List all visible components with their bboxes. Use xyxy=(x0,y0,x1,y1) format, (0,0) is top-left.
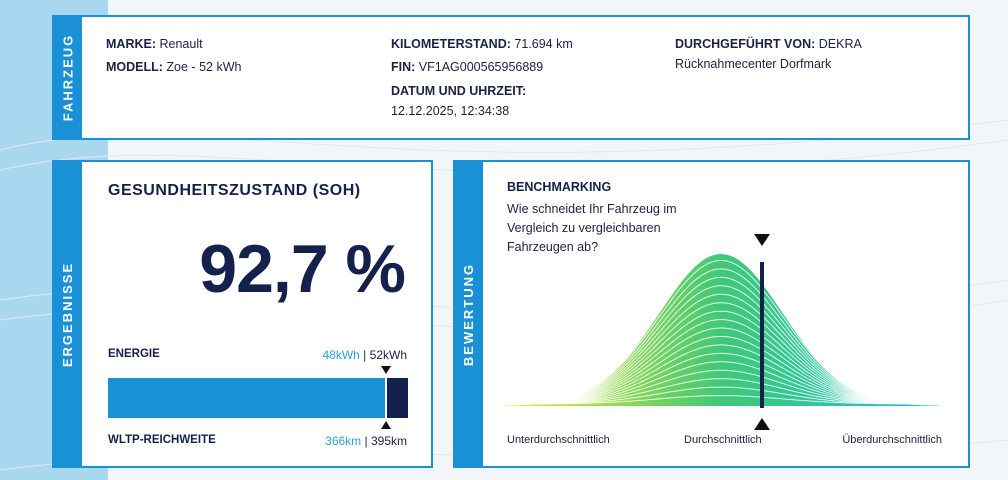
benchmark-marker-top-icon xyxy=(754,234,770,246)
performed-by-value: DEKRA xyxy=(818,37,862,51)
vehicle-tab-label: FAHRZEUG xyxy=(60,33,76,122)
make-value: Renault xyxy=(159,37,203,51)
mileage-value: 71.694 km xyxy=(514,37,573,51)
performed-by-row: DURCHGEFÜHRT VON: DEKRA xyxy=(675,37,862,51)
range-values: 366km | 395km xyxy=(325,434,407,448)
range-separator: | xyxy=(361,434,371,448)
datetime-value-row: 12.12.2025, 12:34:38 xyxy=(391,104,509,118)
soh-value: 92,7 % xyxy=(199,231,406,307)
rating-tab: BEWERTUNG xyxy=(455,162,483,466)
soh-bar-separator xyxy=(385,378,387,418)
bar-marker-bottom-icon xyxy=(381,421,391,429)
vehicle-tab: FAHRZEUG xyxy=(54,17,82,138)
vin-key: FIN: xyxy=(391,60,416,74)
mileage-row: KILOMETERSTAND: 71.694 km xyxy=(391,37,573,51)
soh-title: GESUNDHEITSZUSTAND (SOH) xyxy=(108,182,361,199)
energy-total: 52kWh xyxy=(369,348,407,362)
rating-card: BEWERTUNG BENCHMARKING Wie schneidet Ihr… xyxy=(453,160,970,468)
vehicle-info-card: FAHRZEUG MARKE: Renault MODELL: Zoe - 52… xyxy=(52,15,970,140)
soh-bar-fill xyxy=(108,378,386,418)
range-total: 395km xyxy=(370,434,407,448)
energy-values: 48kWh | 52kWh xyxy=(322,348,407,362)
datetime-key: DATUM UND UHRZEIT: xyxy=(391,84,527,98)
benchmark-title: BENCHMARKING xyxy=(507,180,612,194)
datetime-key-row: DATUM UND UHRZEIT: xyxy=(391,84,526,98)
make-key: MARKE: xyxy=(106,37,156,51)
benchmark-distribution-curve xyxy=(503,234,940,430)
curve-contour-line xyxy=(503,386,939,405)
curve-contour-line xyxy=(503,268,939,405)
mileage-key: KILOMETERSTAND: xyxy=(391,37,511,51)
energy-separator: | xyxy=(359,348,370,362)
benchmark-marker-bottom-icon xyxy=(754,418,770,430)
range-label: WLTP-REICHWEITE xyxy=(108,434,216,446)
curve-layers xyxy=(503,251,940,406)
curve-area xyxy=(503,254,939,406)
performed-by-key: DURCHGEFÜHRT VON: xyxy=(675,37,816,51)
curve-contour-line xyxy=(503,251,940,405)
bar-marker-top-icon xyxy=(381,366,391,374)
axis-label-average: Durchschnittlich xyxy=(684,434,762,446)
energy-label: ENERGIE xyxy=(108,348,160,360)
vin-value: VF1AG000565956889 xyxy=(418,60,544,74)
datetime-value: 12.12.2025, 12:34:38 xyxy=(391,104,510,118)
rating-tab-label: BEWERTUNG xyxy=(461,262,477,366)
model-row: MODELL: Zoe - 52 kWh xyxy=(106,60,241,74)
location-row: Rücknahmecenter Dorfmark xyxy=(675,57,831,71)
soh-bar xyxy=(108,378,408,418)
range-current: 366km xyxy=(325,434,362,448)
results-card: ERGEBNISSE GESUNDHEITSZUSTAND (SOH) 92,7… xyxy=(52,160,433,468)
axis-label-below-average: Unterdurchschnittlich xyxy=(507,434,610,446)
model-key: MODELL: xyxy=(106,60,163,74)
results-tab: ERGEBNISSE xyxy=(54,162,82,466)
curve-contour-line xyxy=(503,302,940,405)
location-value: Rücknahmecenter Dorfmark xyxy=(675,57,832,71)
make-row: MARKE: Renault xyxy=(106,37,203,51)
curve-contour-line xyxy=(503,395,939,405)
results-tab-label: ERGEBNISSE xyxy=(60,261,76,367)
axis-label-above-average: Überdurchschnittlich xyxy=(842,434,942,446)
vin-row: FIN: VF1AG000565956889 xyxy=(391,60,543,74)
model-value: Zoe - 52 kWh xyxy=(166,60,242,74)
energy-current: 48kWh xyxy=(322,348,360,362)
benchmark-question: Wie schneidet Ihr Fahrzeug im Vergleich … xyxy=(507,202,677,254)
